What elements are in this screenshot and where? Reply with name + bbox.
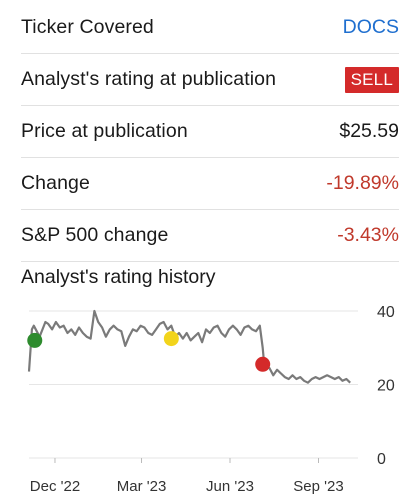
x-tick-label: Jun '23 [206,478,254,495]
hold-rating-marker [163,331,179,347]
rating-history-chart: 0 20 40 Dec '22 Mar '23 Jun '23 Sep '23 [27,304,395,495]
change-row: Change -19.89% [21,158,399,210]
ticker-link[interactable]: DOCS [342,16,399,38]
y-tick-label: 20 [377,378,395,395]
change-value: -19.89% [326,172,399,194]
x-tick-label: Sep '23 [293,478,343,495]
ticker-row: Ticker Covered DOCS [21,2,399,54]
change-label: Change [21,172,90,194]
sell-rating-badge: SELL [344,66,399,93]
sp500-row: S&P 500 change -3.43% [21,210,399,262]
rating-history-title: Analyst's rating history [21,266,216,288]
buy-rating-marker [27,332,43,348]
price-row: Price at publication $25.59 [21,106,399,158]
sell-rating-marker [255,356,271,372]
price-value: $25.59 [339,120,399,142]
rating-row: Analyst's rating at publication SELL [21,54,399,106]
y-tick-label: 0 [377,451,386,468]
sp500-value: -3.43% [337,224,399,246]
x-tick-label: Mar '23 [117,478,167,495]
price-line [27,309,351,384]
x-tick-label: Dec '22 [30,478,80,495]
sp500-label: S&P 500 change [21,224,169,246]
price-label: Price at publication [21,120,188,142]
rating-label: Analyst's rating at publication [21,68,277,90]
ticker-label: Ticker Covered [21,16,154,38]
y-tick-label: 40 [377,304,395,321]
